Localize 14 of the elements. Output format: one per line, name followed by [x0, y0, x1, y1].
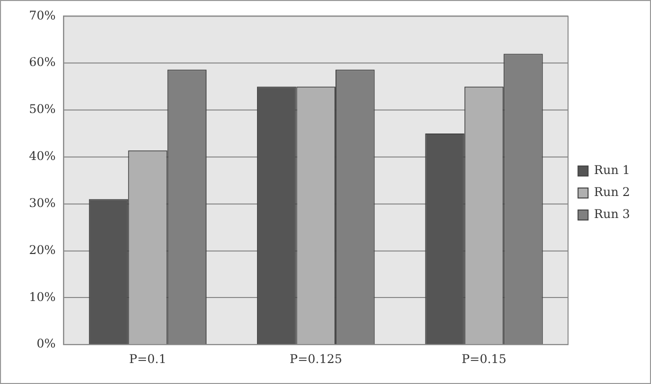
y-tick-label: 50% [29, 102, 56, 116]
y-tick-label: 70% [29, 8, 56, 22]
y-tick-label: 0% [36, 336, 56, 351]
x-tick-label: P=0.125 [290, 352, 342, 366]
y-tick-label: 20% [29, 242, 56, 257]
y-tick-label: 40% [29, 149, 56, 164]
x-tick-label: P=0.15 [462, 352, 506, 366]
y-tick-label: 10% [29, 290, 56, 304]
legend-label: Run 2 [594, 185, 630, 200]
y-tick-label: 30% [29, 196, 56, 210]
y-tick-label: 60% [29, 55, 56, 70]
legend-label: Run 3 [594, 207, 630, 222]
x-tick-label: P=0.1 [129, 352, 166, 366]
legend-label: Run 1 [594, 163, 630, 178]
